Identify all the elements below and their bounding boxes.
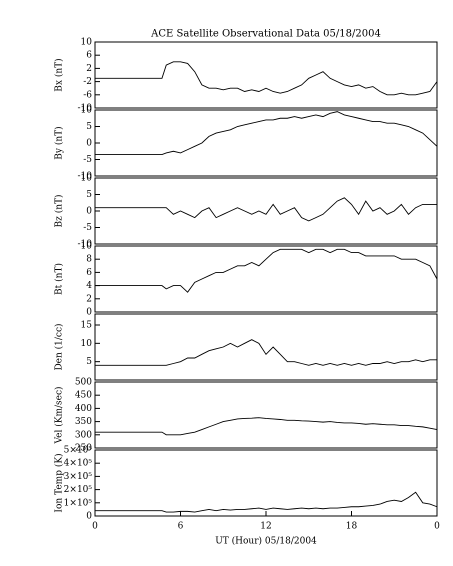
y-tick-label: 10	[81, 242, 93, 252]
y-axis-label: By (nT)	[54, 126, 65, 159]
x-tick-label: 0	[434, 522, 440, 532]
data-line	[95, 491, 438, 513]
y-tick-label: -5	[83, 223, 92, 233]
chart-title: ACE Satellite Observational Data 05/18/2…	[150, 29, 381, 40]
y-tick-label: 10	[81, 339, 93, 349]
y-tick-label: 10	[81, 106, 93, 116]
panel-frame	[94, 177, 438, 245]
panel-frame	[94, 313, 438, 381]
y-tick-label: 300	[75, 430, 92, 440]
y-tick-label: -10	[78, 240, 93, 250]
y-axis-label: Bz (nT)	[54, 194, 65, 227]
y-tick-label: 500	[75, 378, 92, 388]
y-tick-label: 2×10⁵	[64, 485, 93, 495]
y-tick-label: 350	[75, 417, 92, 427]
y-tick-label: 4×10⁵	[64, 459, 93, 469]
data-line	[95, 339, 437, 366]
y-axis-label: Bx (nT)	[54, 58, 65, 91]
y-tick-label: 10	[81, 174, 93, 184]
y-tick-label: 6	[86, 268, 92, 278]
x-tick-label: 6	[178, 522, 184, 532]
y-tick-label: 450	[75, 391, 92, 401]
y-tick-label: -10	[78, 172, 93, 182]
y-tick-label: 0	[86, 139, 92, 149]
panel-frame	[94, 381, 438, 449]
x-axis-label: UT (Hour) 05/18/2004	[215, 536, 317, 547]
data-line	[95, 417, 438, 436]
data-line	[95, 197, 437, 222]
y-tick-label: 10	[81, 38, 93, 48]
y-tick-label: 5	[86, 190, 92, 200]
y-tick-label: 8	[86, 255, 92, 265]
y-tick-label: 15	[81, 321, 93, 331]
y-tick-label: 3×10⁵	[64, 472, 93, 482]
y-tick-label: 0	[86, 207, 92, 217]
y-tick-label: -5	[83, 155, 92, 165]
data-line	[95, 248, 438, 293]
y-axis-label: Ion Temp (K)	[54, 453, 65, 512]
y-tick-label: -2	[83, 77, 92, 87]
y-axis-label: Vel (Km/sec)	[54, 386, 65, 444]
y-axis-label: Bt (nT)	[54, 263, 65, 295]
y-tick-label: 0	[86, 512, 92, 522]
y-tick-label: 1×10⁵	[64, 498, 93, 508]
y-tick-label: 5	[86, 357, 92, 367]
y-tick-label: 2	[86, 294, 92, 304]
y-tick-label: 2	[86, 64, 92, 74]
y-tick-label: 5×10⁵	[64, 446, 93, 456]
panel-frame	[94, 41, 438, 109]
y-tick-label: 400	[75, 404, 92, 414]
y-tick-label: 250	[75, 444, 92, 454]
y-tick-label: 6	[86, 51, 92, 61]
x-tick-label: 18	[346, 522, 358, 532]
panel-frame	[94, 449, 438, 517]
data-line	[95, 61, 438, 96]
data-line	[95, 111, 438, 155]
x-tick-label: 0	[92, 522, 98, 532]
y-tick-label: 0	[86, 308, 92, 318]
y-tick-label: -10	[78, 104, 93, 114]
y-axis-label: Den (1/cc)	[54, 323, 65, 370]
x-tick-label: 12	[260, 522, 271, 532]
y-tick-label: 5	[86, 122, 92, 132]
y-tick-label: -6	[83, 90, 92, 100]
y-tick-label: 4	[86, 281, 92, 291]
